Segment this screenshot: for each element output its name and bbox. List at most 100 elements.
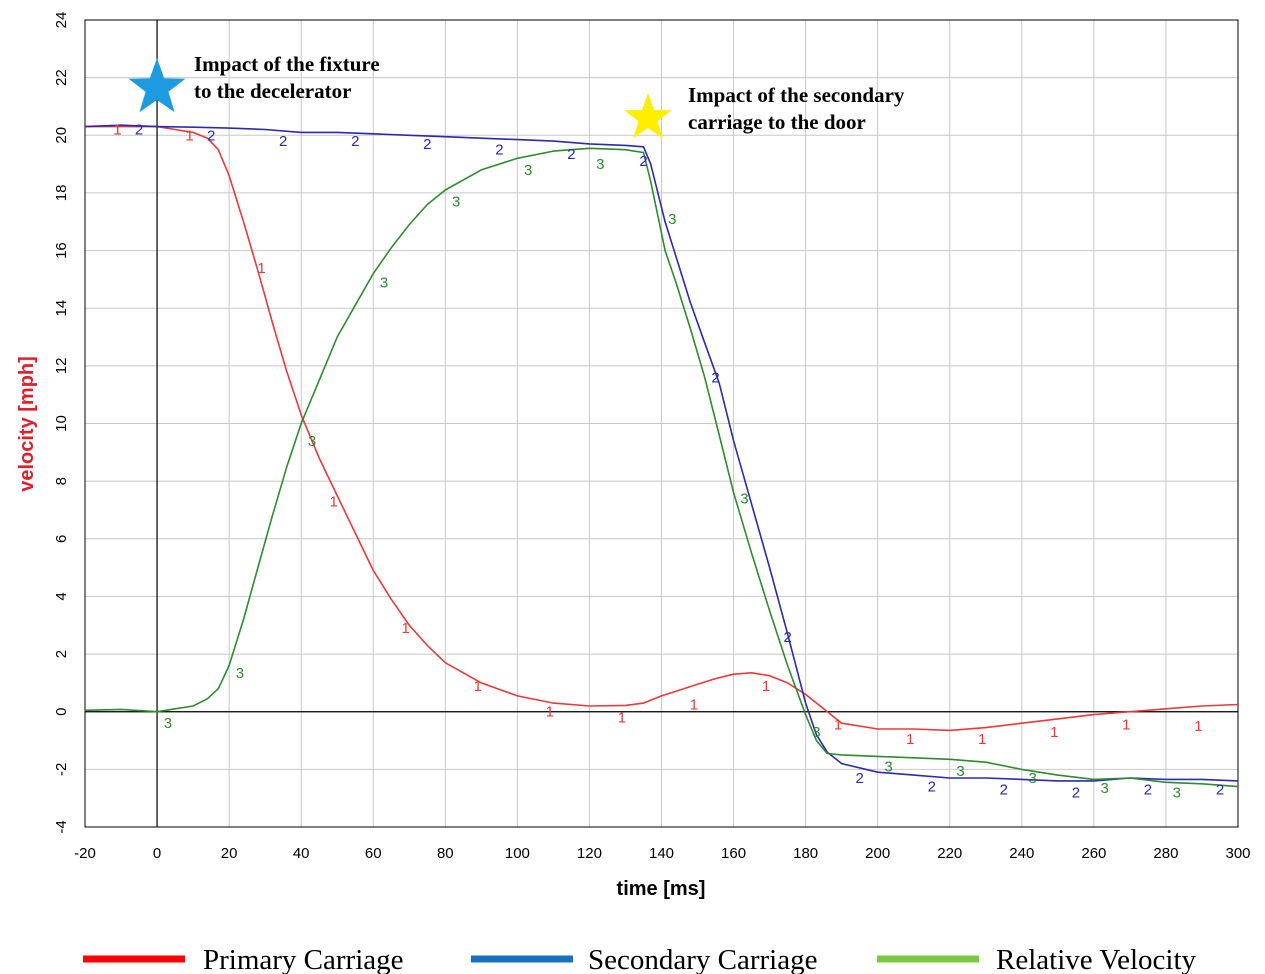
series-marker-3: 3 xyxy=(1028,770,1036,787)
y-tick-label: 20 xyxy=(53,127,70,144)
legend-label-primary: Primary Carriage xyxy=(203,944,404,974)
series-marker-1: 1 xyxy=(762,678,770,695)
series-marker-2: 2 xyxy=(495,142,503,159)
y-tick-label: 0 xyxy=(53,708,70,716)
x-tick-label: 200 xyxy=(865,845,890,862)
plot-border xyxy=(84,19,1239,828)
y-tick-label: 12 xyxy=(53,358,70,375)
series-marker-3: 3 xyxy=(164,715,172,732)
series-marker-2: 2 xyxy=(207,127,215,144)
legend-item-primary: Primary Carriage xyxy=(83,944,404,974)
y-tick-label: 16 xyxy=(53,242,70,259)
legend-label-relative: Relative Velocity xyxy=(996,944,1196,974)
y-axis-title: velocity [mph] xyxy=(16,356,38,492)
series-marker-1: 1 xyxy=(1050,724,1058,741)
x-tick-label: 80 xyxy=(437,845,454,862)
annotation-door-line1: Impact of the secondary xyxy=(688,83,905,107)
y-tick-label: 2 xyxy=(53,650,70,658)
series-marker-1: 1 xyxy=(113,122,121,139)
y-tick-label: -4 xyxy=(53,820,70,833)
series-marker-1: 1 xyxy=(834,717,842,734)
x-tick-label: 300 xyxy=(1225,845,1250,862)
series-marker-3: 3 xyxy=(524,162,532,179)
y-tick-label: 22 xyxy=(53,69,70,86)
series-marker-1: 1 xyxy=(546,704,554,721)
series-marker-2: 2 xyxy=(783,629,791,646)
series-marker-3: 3 xyxy=(884,758,892,775)
series-marker-2: 2 xyxy=(711,369,719,386)
annotation-door: Impact of the secondary carriage to the … xyxy=(624,83,905,139)
y-tick-label: -2 xyxy=(53,763,70,776)
series-marker-1: 1 xyxy=(329,493,337,510)
x-tick-label: 220 xyxy=(937,845,962,862)
x-tick-label: 100 xyxy=(505,845,530,862)
x-tick-label: 120 xyxy=(577,845,602,862)
y-tick-label: 6 xyxy=(53,535,70,543)
series-marker-2: 2 xyxy=(279,133,287,150)
x-tick-label: 280 xyxy=(1153,845,1178,862)
series-marker-1: 1 xyxy=(185,127,193,144)
series-marker-3: 3 xyxy=(956,763,964,780)
x-tick-label: -20 xyxy=(74,845,96,862)
series-marker-1: 1 xyxy=(618,709,626,726)
series-marker-3: 3 xyxy=(380,274,388,291)
series-marker-3: 3 xyxy=(1101,780,1109,797)
x-tick-label: 180 xyxy=(793,845,818,862)
series-marker-2: 2 xyxy=(1216,782,1224,799)
x-tick-label: 140 xyxy=(649,845,674,862)
series-marker-1: 1 xyxy=(978,731,986,748)
series-marker-2: 2 xyxy=(351,133,359,150)
series-marker-2: 2 xyxy=(1000,782,1008,799)
x-tick-label: 40 xyxy=(293,845,310,862)
legend: Primary Carriage Secondary Carriage Rela… xyxy=(83,944,1196,974)
series-marker-1: 1 xyxy=(402,620,410,637)
series-marker-3: 3 xyxy=(812,724,820,741)
series-line-2 xyxy=(84,124,1239,782)
y-tick-label: 4 xyxy=(53,592,70,600)
annotation-door-line2: carriage to the door xyxy=(688,110,866,134)
y-tick-label: 18 xyxy=(53,185,70,202)
y-tick-label: 14 xyxy=(53,300,70,317)
x-tick-label: 20 xyxy=(221,845,238,862)
series-marker-3: 3 xyxy=(596,156,604,173)
series-marker-3: 3 xyxy=(236,665,244,682)
series-marker-1: 1 xyxy=(906,731,914,748)
series-marker-1: 1 xyxy=(1194,718,1202,735)
x-tick-label: 60 xyxy=(365,845,382,862)
legend-item-secondary: Secondary Carriage xyxy=(471,944,817,974)
series-marker-3: 3 xyxy=(452,194,460,211)
series-line-1 xyxy=(85,125,1239,732)
zero-axis-lines xyxy=(85,20,1238,827)
series-marker-3: 3 xyxy=(1173,784,1181,801)
series-marker-1: 1 xyxy=(474,678,482,695)
x-tick-label: 240 xyxy=(1009,845,1034,862)
annotation-fixture: Impact of the fixture to the decelerator xyxy=(128,52,380,113)
x-tick-label: 0 xyxy=(153,845,161,862)
x-tick-labels: -20 0 20 40 60 80 100 120 140 160 180 200 220 240 260 2… xyxy=(74,845,1250,862)
x-tick-label: 160 xyxy=(721,845,746,862)
series-marker-2: 2 xyxy=(567,146,575,163)
annotation-fixture-line2: to the decelerator xyxy=(194,79,351,103)
legend-item-relative: Relative Velocity xyxy=(877,944,1196,974)
series-marker-2: 2 xyxy=(1144,782,1152,799)
series-lines xyxy=(84,124,1239,788)
y-tick-label: 24 xyxy=(53,12,70,29)
legend-label-secondary: Secondary Carriage xyxy=(588,944,817,974)
annotation-fixture-line1: Impact of the fixture xyxy=(194,52,380,76)
yellow-star-icon xyxy=(624,93,672,139)
series-marker-2: 2 xyxy=(135,122,143,139)
series-marker-2: 2 xyxy=(423,136,431,153)
x-tick-label: 260 xyxy=(1081,845,1106,862)
series-marker-2: 2 xyxy=(928,779,936,796)
y-tick-label: 10 xyxy=(53,415,70,432)
x-axis-title: time [ms] xyxy=(617,878,706,900)
series-marker-1: 1 xyxy=(257,260,265,277)
grid-lines xyxy=(84,19,1239,828)
series-marker-3: 3 xyxy=(668,211,676,228)
y-tick-label: 8 xyxy=(53,477,70,485)
series-marker-2: 2 xyxy=(856,770,864,787)
series-marker-1: 1 xyxy=(690,697,698,714)
